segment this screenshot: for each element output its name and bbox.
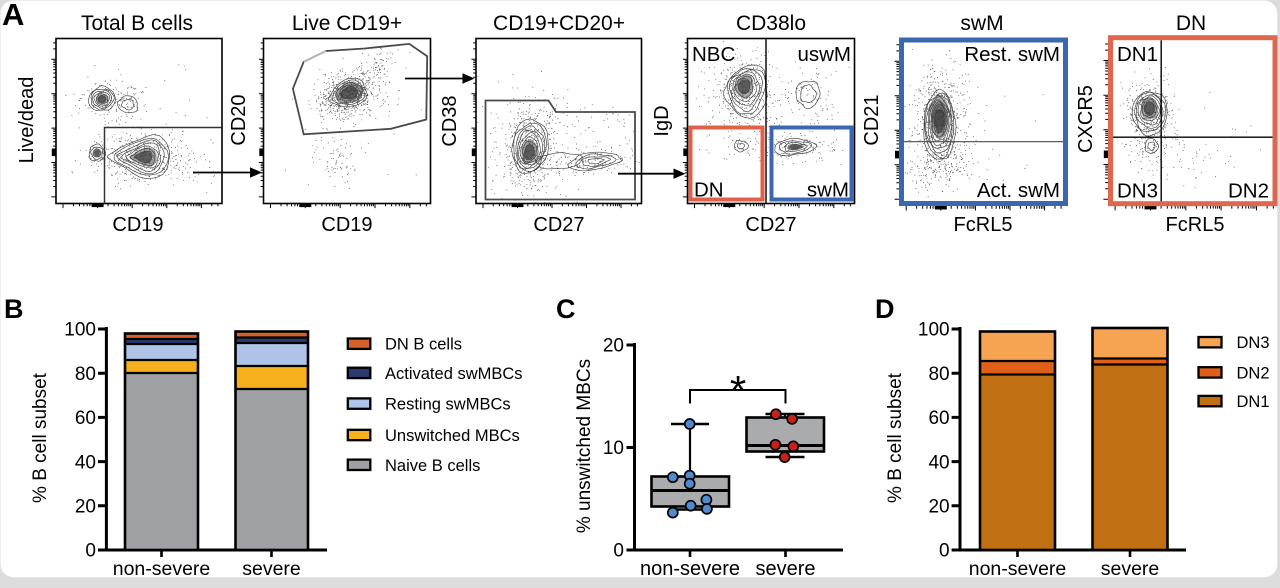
svg-text:uswM: uswM — [797, 43, 851, 66]
svg-text:DN1: DN1 — [1117, 43, 1158, 66]
svg-text:C: C — [556, 294, 576, 324]
svg-text:Rest. swM: Rest. swM — [964, 43, 1060, 66]
svg-text:DN: DN — [694, 179, 724, 202]
svg-text:DN B cells: DN B cells — [385, 336, 462, 354]
svg-text:non-severe: non-severe — [640, 558, 740, 580]
svg-text:80: 80 — [928, 364, 949, 385]
svg-text:DN2: DN2 — [1237, 364, 1270, 382]
svg-text:80: 80 — [75, 364, 96, 385]
svg-text:20: 20 — [603, 336, 624, 357]
svg-text:severe: severe — [1101, 558, 1160, 580]
svg-text:swM: swM — [807, 179, 849, 202]
svg-text:Live/dead: Live/dead — [16, 77, 38, 164]
svg-text:CD19: CD19 — [321, 214, 372, 236]
svg-text:CD19+CD20+: CD19+CD20+ — [493, 12, 625, 35]
svg-text:60: 60 — [928, 408, 949, 429]
svg-text:Naive B cells: Naive B cells — [385, 457, 480, 475]
svg-text:CD20: CD20 — [228, 94, 250, 145]
svg-text:DN3: DN3 — [1237, 334, 1270, 352]
svg-text:DN2: DN2 — [1228, 180, 1269, 203]
svg-text:NBC: NBC — [692, 43, 735, 66]
svg-text:FcRL5: FcRL5 — [1166, 214, 1225, 236]
svg-text:% B cell subset: % B cell subset — [885, 372, 906, 503]
svg-text:100: 100 — [918, 320, 950, 341]
svg-text:severe: severe — [242, 558, 301, 580]
svg-text:CD27: CD27 — [533, 214, 584, 236]
svg-text:DN3: DN3 — [1117, 180, 1158, 203]
svg-text:60: 60 — [75, 408, 96, 429]
svg-text:DN: DN — [1176, 12, 1206, 35]
svg-text:100: 100 — [64, 320, 96, 341]
svg-text:0: 0 — [85, 541, 96, 562]
svg-text:% unswitched MBCs: % unswitched MBCs — [574, 359, 595, 533]
svg-text:*: * — [730, 367, 746, 414]
svg-text:non-severe: non-severe — [113, 558, 211, 580]
svg-text:40: 40 — [75, 452, 96, 473]
svg-text:CXCR5: CXCR5 — [1075, 85, 1097, 153]
svg-text:severe: severe — [755, 558, 815, 580]
svg-text:CD21: CD21 — [861, 94, 883, 145]
svg-text:IgD: IgD — [651, 105, 673, 136]
svg-text:Act. swM: Act. swM — [977, 179, 1060, 202]
svg-text:CD19: CD19 — [112, 214, 163, 236]
svg-text:20: 20 — [75, 497, 96, 518]
svg-text:CD38: CD38 — [439, 95, 461, 146]
svg-text:CD27: CD27 — [745, 214, 796, 236]
svg-text:% B cell subset: % B cell subset — [30, 372, 51, 503]
svg-text:FcRL5: FcRL5 — [954, 214, 1013, 236]
svg-text:Total B cells: Total B cells — [81, 12, 193, 35]
svg-text:Activated swMBCs: Activated swMBCs — [385, 365, 523, 383]
svg-text:0: 0 — [939, 541, 950, 562]
svg-text:Unswitched MBCs: Unswitched MBCs — [385, 427, 520, 445]
svg-text:Resting swMBCs: Resting swMBCs — [385, 396, 511, 414]
svg-text:D: D — [875, 294, 895, 324]
svg-text:CD38lo: CD38lo — [736, 12, 806, 35]
svg-text:B: B — [4, 294, 24, 324]
svg-text:0: 0 — [613, 541, 624, 562]
svg-text:20: 20 — [928, 497, 949, 518]
svg-text:A: A — [2, 0, 24, 32]
svg-text:10: 10 — [603, 438, 624, 459]
svg-text:Live CD19+: Live CD19+ — [292, 12, 402, 35]
svg-text:swM: swM — [960, 12, 1003, 35]
svg-text:non-severe: non-severe — [969, 558, 1067, 580]
svg-text:DN1: DN1 — [1237, 393, 1270, 411]
svg-text:40: 40 — [928, 452, 949, 473]
